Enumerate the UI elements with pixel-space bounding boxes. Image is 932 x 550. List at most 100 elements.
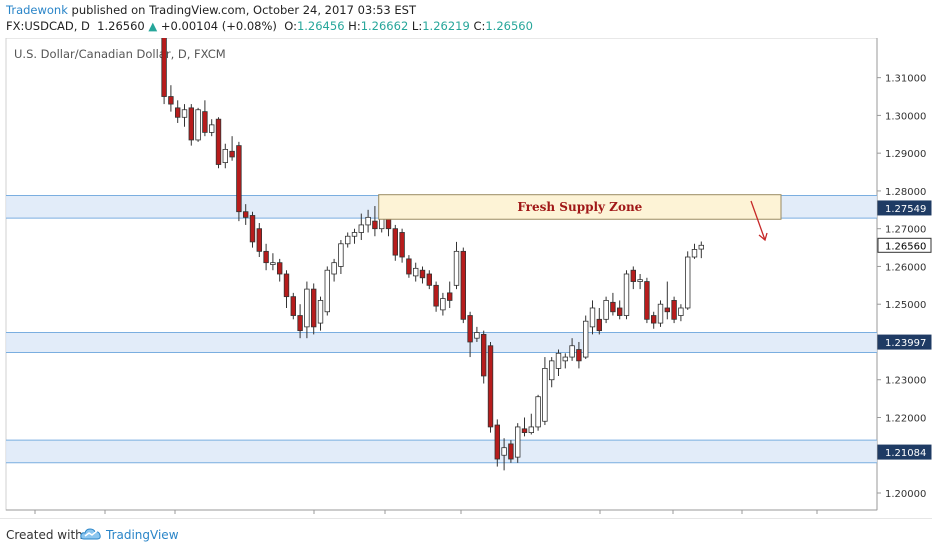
candle-body — [678, 307, 684, 316]
candle-body — [501, 447, 507, 456]
candle-body — [249, 215, 256, 243]
candle-body — [596, 318, 602, 332]
candle-body — [508, 443, 514, 460]
price-tag-label: 1.26560 — [885, 241, 926, 252]
candle-body — [276, 262, 283, 275]
candle-body — [637, 279, 643, 282]
y-tick-label: 1.26000 — [885, 262, 926, 273]
candle-body — [671, 300, 677, 320]
supply-zone-box — [378, 194, 782, 220]
open-value: 1.26456 — [296, 19, 345, 33]
candle-body — [174, 107, 181, 118]
low-label: L: — [411, 19, 423, 33]
supply-zone-label: Fresh Supply Zone — [517, 200, 642, 214]
candle-body — [236, 145, 242, 213]
ohlc-line: FX:USDCAD, D 1.26560 ▲ +0.00104 (+0.08%)… — [6, 19, 533, 33]
last-price: 1.26560 — [97, 19, 145, 33]
y-tick-label: 1.23000 — [885, 376, 926, 387]
candle-body — [399, 232, 405, 258]
high-value: 1.26662 — [360, 19, 409, 33]
tradingview-brand-link[interactable]: TradingView — [106, 528, 179, 542]
support-resistance-zone — [6, 332, 877, 353]
y-tick-label: 1.29000 — [885, 149, 926, 160]
candle-body — [331, 262, 337, 275]
candle-body — [351, 232, 358, 237]
price-tag-label: 1.21084 — [885, 448, 926, 459]
candle-body — [290, 296, 296, 316]
candle-body — [208, 124, 215, 133]
y-tick-label: 1.28000 — [885, 187, 926, 198]
candle-body — [691, 249, 698, 258]
candle-body — [304, 288, 310, 328]
high-label: H: — [348, 19, 361, 33]
publish-info: Tradewonk published on TradingView.com, … — [6, 3, 416, 17]
candle-body — [446, 292, 453, 301]
candle-body — [555, 352, 562, 369]
change-up-icon: ▲ — [148, 19, 158, 33]
published-text: published on TradingView.com, October 24… — [71, 3, 416, 17]
candle-body — [657, 303, 664, 324]
candle-body — [685, 256, 691, 309]
candle-body — [310, 288, 317, 328]
candle-body — [664, 307, 670, 313]
candle-body — [467, 315, 473, 343]
candle-body — [372, 220, 378, 230]
price-tag-label: 1.23997 — [885, 338, 926, 349]
candle-body — [460, 250, 466, 320]
candle-body — [392, 228, 398, 256]
candle-body — [644, 281, 650, 320]
candle-body — [576, 349, 582, 362]
candle-body — [338, 243, 344, 267]
created-with-text: Created with — [6, 528, 83, 542]
candle-body — [181, 109, 188, 118]
price-tag — [877, 334, 932, 350]
candle-body — [406, 258, 412, 275]
y-tick-label: 1.25000 — [885, 300, 926, 311]
candle-body — [515, 426, 521, 458]
candle-body — [202, 111, 208, 133]
candle-body — [603, 300, 609, 320]
price-tag — [877, 444, 932, 460]
candle-body — [426, 273, 432, 286]
candle-body — [528, 426, 534, 433]
candle-body — [256, 228, 262, 252]
candle-body — [698, 244, 704, 250]
candle-body — [623, 273, 630, 316]
price-chart[interactable]: U.S. Dollar/Canadian Dollar, D, FXCM Fres… — [0, 38, 932, 516]
candle-body — [229, 150, 235, 158]
candle-body — [630, 269, 636, 282]
candle-body — [480, 334, 487, 377]
trend-arrow-line — [750, 200, 766, 241]
candle-body — [583, 320, 589, 358]
candle-body — [542, 367, 548, 422]
close-label: C: — [473, 19, 486, 33]
candle-body — [242, 211, 249, 218]
candle-body — [494, 424, 500, 460]
y-tick-label: 1.20000 — [885, 489, 926, 500]
candle-body — [188, 107, 194, 141]
candle-body — [589, 307, 596, 328]
y-tick-label: 1.22000 — [885, 413, 926, 424]
price-tag-label: 1.27549 — [885, 204, 926, 215]
candle-body — [562, 356, 568, 362]
candle-body — [168, 96, 174, 105]
trend-arrow-head — [758, 232, 768, 242]
candle-body — [487, 345, 494, 428]
symbol-label: FX:USDCAD, D — [6, 19, 90, 33]
low-value: 1.26219 — [422, 19, 470, 33]
candle-body — [474, 332, 480, 339]
candle-body — [617, 307, 623, 316]
tradingview-cloud-icon[interactable] — [80, 527, 102, 541]
candle-body — [161, 38, 167, 97]
candle-body — [521, 428, 528, 433]
candle-body — [195, 109, 201, 141]
y-tick-label: 1.30000 — [885, 111, 926, 122]
candle-body — [215, 118, 222, 165]
candle-body — [453, 250, 460, 286]
price-change: +0.00104 (+0.08%) — [160, 19, 277, 33]
author-link[interactable]: Tradewonk — [6, 3, 68, 17]
candle-body — [270, 262, 276, 265]
candle-body — [535, 396, 541, 428]
candle-body — [412, 267, 419, 277]
candle-body — [549, 360, 555, 381]
